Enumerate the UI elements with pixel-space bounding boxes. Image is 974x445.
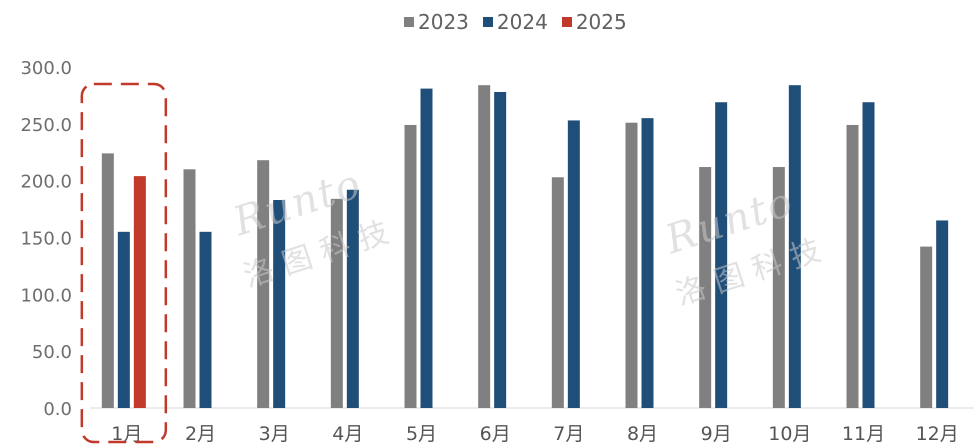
bar-2023-7 — [551, 177, 564, 408]
x-tick-label: 3月 — [259, 423, 290, 445]
bar-2024-8 — [641, 118, 654, 409]
bar-2024-2 — [199, 231, 212, 408]
legend: 2023 2024 2025 — [404, 10, 627, 34]
x-tick-label: 10月 — [768, 423, 811, 445]
bar-2024-4 — [346, 189, 359, 408]
bar-2024-1 — [117, 231, 130, 408]
x-tick-label: 9月 — [701, 423, 732, 445]
x-tick-label: 2月 — [185, 423, 216, 445]
bar-2023-11 — [846, 124, 859, 408]
x-tick-label: 12月 — [916, 423, 959, 445]
bar-2024-11 — [862, 102, 875, 408]
x-tick-label: 6月 — [480, 423, 511, 445]
bar-2024-3 — [273, 199, 286, 408]
x-tick-label: 5月 — [406, 423, 437, 445]
x-tick-label: 8月 — [627, 423, 658, 445]
x-tick-label: 11月 — [842, 423, 885, 445]
bar-2024-9 — [715, 102, 728, 408]
x-tick-label: 4月 — [332, 423, 363, 445]
bar-2023-6 — [478, 85, 491, 408]
legend-item-2024: 2024 — [482, 10, 548, 34]
bar-2023-2 — [183, 169, 196, 408]
bars — [101, 85, 949, 409]
legend-label-2025: 2025 — [575, 10, 627, 34]
legend-swatch-2023 — [404, 17, 414, 27]
bar-2024-7 — [567, 120, 580, 408]
y-tick-label: 100.0 — [20, 285, 72, 306]
legend-item-2025: 2025 — [561, 10, 627, 34]
legend-label-2024: 2024 — [496, 10, 548, 34]
bar-2024-10 — [788, 85, 801, 408]
y-tick-label: 300.0 — [20, 58, 72, 79]
y-tick-label: 50.0 — [32, 342, 72, 363]
y-axis: 0.0 50.0 100.0 150.0 200.0 250.0 300.0 — [20, 58, 72, 420]
x-tick-label: 1月 — [111, 423, 142, 445]
bar-2023-8 — [625, 122, 638, 409]
y-tick-label: 0.0 — [43, 399, 72, 420]
x-tick-label: 7月 — [553, 423, 584, 445]
bar-2024-6 — [494, 92, 507, 409]
bar-2024-5 — [420, 88, 433, 408]
legend-swatch-2024 — [482, 17, 493, 27]
x-axis: 1月 2月 3月 4月 5月 6月 7月 8月 9月 10月 11月 12月 — [111, 423, 958, 445]
bar-2023-5 — [404, 124, 417, 408]
y-tick-label: 200.0 — [20, 172, 72, 193]
y-tick-label: 250.0 — [20, 115, 72, 136]
legend-swatch-2025 — [561, 17, 572, 27]
bar-2023-12 — [920, 246, 933, 408]
bar-2025-1 — [133, 176, 146, 408]
y-tick-label: 150.0 — [20, 229, 72, 250]
bar-2023-10 — [772, 167, 785, 408]
bar-2023-9 — [699, 167, 712, 408]
bar-2023-3 — [257, 160, 270, 408]
legend-item-2023: 2023 — [404, 10, 469, 34]
bar-2023-4 — [330, 198, 343, 408]
bar-2024-12 — [936, 220, 949, 408]
bar-2023-1 — [101, 153, 114, 408]
legend-label-2023: 2023 — [418, 10, 469, 34]
highlight-box-january — [80, 82, 168, 444]
